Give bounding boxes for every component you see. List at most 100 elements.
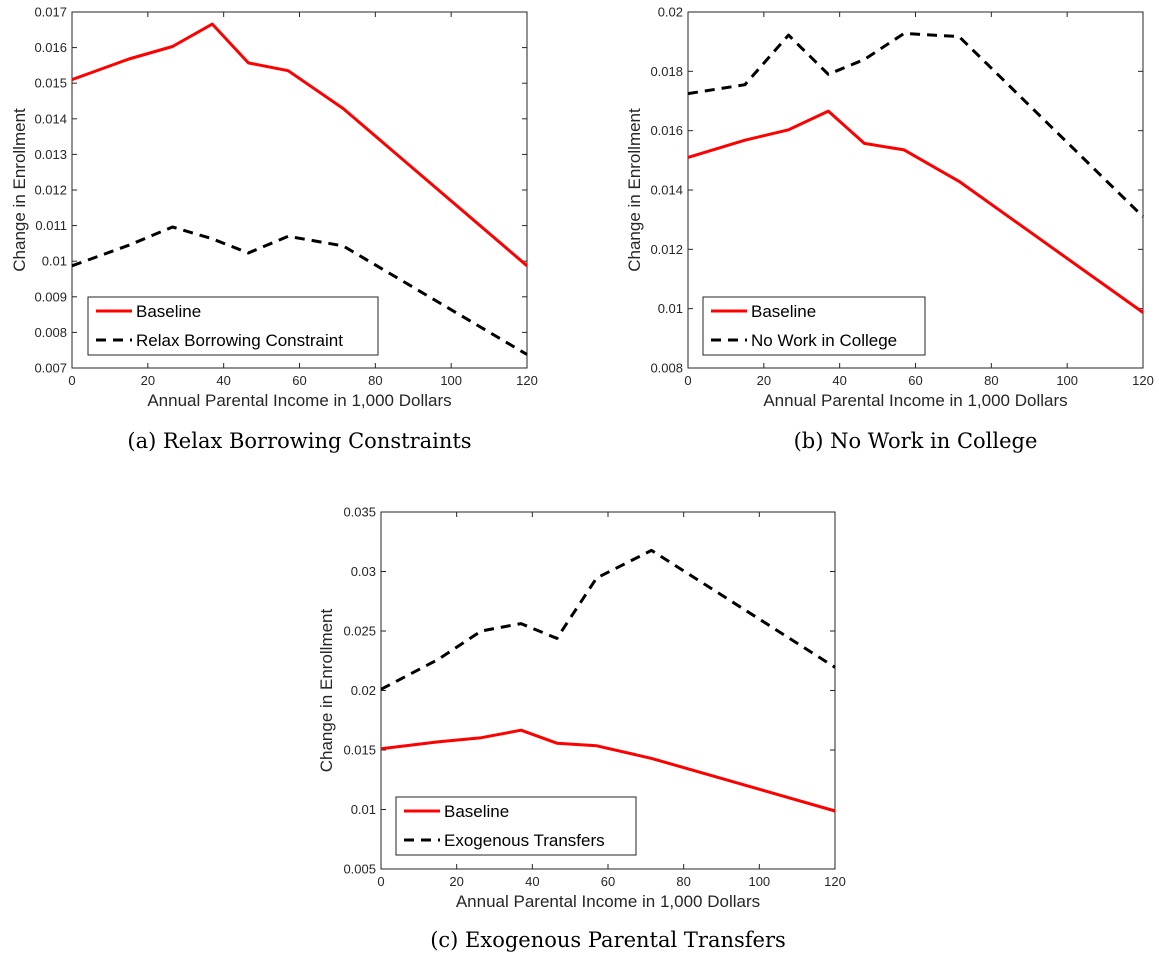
x-tick-label: 120 [824,874,846,889]
y-tick-label: 0.014 [34,111,67,126]
data-point [342,244,345,247]
y-tick-label: 0.012 [650,242,683,257]
panel-a: 0 20 40 60 80 100 120 0.007 0.008 0.009 0.01 0.011 0… [10,5,538,454]
y-tick-label: 0.014 [650,183,683,198]
panel-caption: (c) Exogenous Parental Transfers [430,928,786,952]
data-point [555,742,558,745]
series-line-baseline [687,109,1144,314]
x-axis-label: Annual Parental Income in 1,000 Dollars [763,391,1067,410]
data-point [834,810,837,813]
data-point [595,577,598,580]
data-point [71,264,74,267]
series-line-baseline [380,728,836,813]
data-point [380,688,383,691]
series-line-alternative [687,31,1145,218]
data-point [171,226,174,229]
data-point [595,744,598,747]
y-tick-label: 0.016 [650,123,683,138]
x-tick-label: 0 [684,373,691,388]
x-tick-label: 100 [1056,373,1078,388]
x-tick-label: 0 [68,373,75,388]
y-tick-label: 0.005 [343,862,376,877]
data-point [555,637,558,640]
series-line-alternative [71,225,528,356]
x-tick-label: 80 [368,373,382,388]
legend-box [87,296,379,356]
data-point [380,747,383,750]
data-point [834,666,837,669]
data-point [127,57,130,60]
panel-caption: (b) No Work in College [794,429,1038,453]
data-point [743,139,746,142]
x-tick-label: 80 [984,373,998,388]
x-tick-label: 60 [601,874,615,889]
data-point [342,107,345,110]
x-tick-label: 40 [832,373,846,388]
series-line-baseline [71,22,528,267]
data-point [211,23,214,26]
y-axis-label: Change in Enrollment [10,108,29,272]
y-tick-label: 0.01 [351,802,376,817]
data-point [171,45,174,48]
y-tick-label: 0.012 [34,183,67,198]
data-point [687,156,690,159]
legend-entry-label: Relax Borrowing Constraint [136,331,343,350]
legend-box [702,296,926,356]
data-point [519,729,522,732]
series-line-alternative [380,548,836,691]
data-point [287,235,290,238]
data-point [247,252,250,255]
data-point [71,78,74,81]
data-point [127,244,130,247]
y-tick-label: 0.009 [34,289,67,304]
x-tick-label: 20 [757,373,771,388]
y-tick-label: 0.015 [34,76,67,91]
x-tick-label: 40 [216,373,230,388]
x-tick-label: 60 [908,373,922,388]
x-tick-label: 20 [141,373,155,388]
panel-caption: (a) Relax Borrowing Constraints [127,429,471,453]
y-tick-label: 0.011 [35,218,67,233]
x-axis-label: Annual Parental Income in 1,000 Dollars [147,391,451,410]
y-tick-label: 0.015 [343,743,376,758]
data-point [526,353,529,356]
legend-entry-label: No Work in College [751,331,897,350]
data-point [436,658,439,661]
data-point [650,757,653,760]
y-tick-label: 0.03 [351,564,376,579]
y-tick-label: 0.02 [351,683,376,698]
x-tick-label: 100 [748,874,770,889]
y-tick-label: 0.01 [658,301,683,316]
data-point [1142,215,1145,218]
legend: Baseline Exogenous Transfers [395,796,637,856]
y-tick-label: 0.008 [34,325,67,340]
x-axis-label: Annual Parental Income in 1,000 Dollars [456,892,760,911]
legend-entry-label: Baseline [136,302,201,321]
data-point [958,35,961,38]
legend: Baseline No Work in College [702,296,926,356]
x-tick-label: 100 [440,373,462,388]
x-tick-label: 20 [449,874,463,889]
y-tick-label: 0.017 [34,5,67,20]
y-tick-label: 0.02 [658,5,683,20]
legend-entry-label: Exogenous Transfers [444,831,605,850]
legend-entry-label: Baseline [751,302,816,321]
y-tick-label: 0.01 [42,254,67,269]
x-tick-label: 120 [516,373,538,388]
data-point [480,630,483,633]
y-tick-label: 0.008 [650,361,683,376]
legend-box [395,796,637,856]
data-point [827,110,830,113]
x-tick-label: 40 [525,874,539,889]
data-point [287,69,290,72]
data-point [480,736,483,739]
data-point [903,32,906,35]
panel-b: 0 20 40 60 80 100 120 0.008 0.01 0.012 0.014 0.016 0… [625,5,1154,454]
data-point [436,740,439,743]
y-tick-label: 0.013 [34,147,67,162]
y-tick-label: 0.016 [34,40,67,55]
data-point [650,549,653,552]
data-point [903,148,906,151]
legend: Baseline Relax Borrowing Constraint [87,296,379,356]
y-axis-label: Change in Enrollment [317,608,336,772]
